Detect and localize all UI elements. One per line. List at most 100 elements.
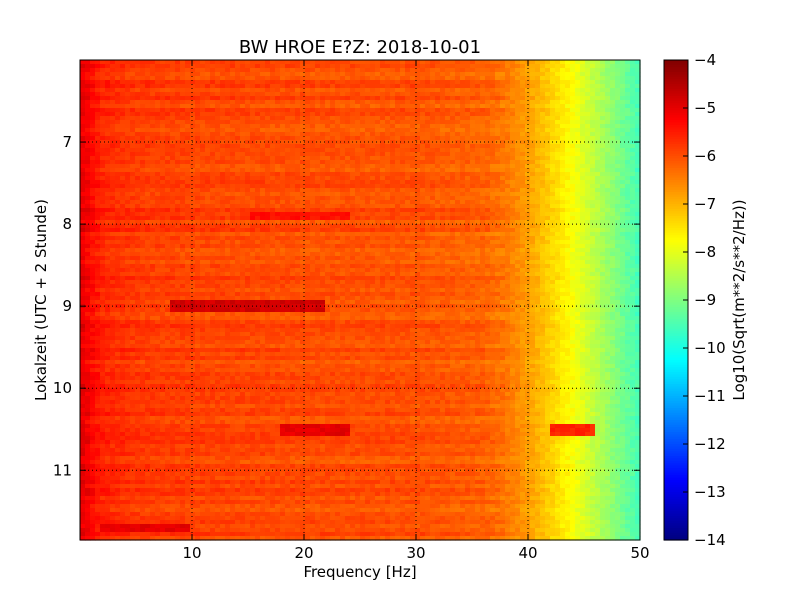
- spectrogram-cell: [410, 184, 416, 189]
- spectrogram-cell: [80, 96, 86, 101]
- spectrogram-cell: [460, 208, 466, 213]
- spectrogram-cell: [500, 216, 506, 221]
- spectrogram-cell: [460, 104, 466, 109]
- spectrogram-cell: [330, 196, 336, 201]
- spectrogram-cell: [605, 120, 611, 125]
- spectrogram-cell: [135, 124, 141, 129]
- spectrogram-cell: [215, 184, 221, 189]
- spectrogram-cell: [190, 176, 196, 181]
- spectrogram-cell: [500, 144, 506, 149]
- spectrogram-cell: [355, 164, 361, 169]
- spectrogram-cell: [490, 212, 496, 217]
- spectrogram-cell: [370, 104, 376, 109]
- spectrogram-cell: [625, 64, 631, 69]
- spectrogram-cell: [140, 176, 146, 181]
- spectrogram-cell: [240, 96, 246, 101]
- spectrogram-cell: [335, 232, 341, 237]
- spectrogram-cell: [150, 204, 156, 209]
- spectrogram-cell: [590, 104, 596, 109]
- spectrogram-cell: [250, 120, 256, 125]
- spectrogram-cell: [380, 216, 386, 221]
- spectrogram-cell: [230, 196, 236, 201]
- spectrogram-cell: [290, 100, 296, 105]
- spectrogram-cell: [260, 108, 266, 113]
- spectrogram-cell: [140, 168, 146, 173]
- spectrogram-cell: [135, 156, 141, 161]
- spectrogram-cell: [80, 156, 86, 161]
- spectrogram-cell: [325, 188, 331, 193]
- spectrogram-cell: [370, 84, 376, 89]
- spectrogram-cell: [610, 204, 616, 209]
- spectrogram-cell: [605, 156, 611, 161]
- spectrogram-cell: [530, 60, 536, 65]
- spectrogram-cell: [440, 156, 446, 161]
- spectrogram-cell: [255, 216, 261, 221]
- spectrogram-cell: [205, 68, 211, 73]
- spectrogram-cell: [115, 72, 121, 77]
- spectrogram-cell: [265, 216, 271, 221]
- spectrogram-cell: [435, 156, 441, 161]
- spectrogram-cell: [525, 160, 531, 165]
- spectrogram-cell: [610, 164, 616, 169]
- spectrogram-cell: [180, 88, 186, 93]
- spectrogram-cell: [150, 96, 156, 101]
- spectrogram-cell: [370, 168, 376, 173]
- spectrogram-cell: [360, 100, 366, 105]
- spectrogram-cell: [220, 224, 226, 229]
- spectrogram-cell: [385, 220, 391, 225]
- spectrogram-cell: [480, 120, 486, 125]
- spectrogram-cell: [195, 128, 201, 133]
- spectrogram-cell: [90, 72, 96, 77]
- spectrogram-cell: [240, 192, 246, 197]
- spectrogram-cell: [580, 116, 586, 121]
- spectrogram-cell: [490, 84, 496, 89]
- spectrogram-cell: [530, 148, 536, 153]
- spectrogram-cell: [475, 204, 481, 209]
- spectrogram-cell: [335, 192, 341, 197]
- spectrogram-cell: [470, 152, 476, 157]
- spectrogram-cell: [530, 96, 536, 101]
- spectrogram-cell: [255, 156, 261, 161]
- spectrogram-cell: [210, 64, 216, 69]
- spectrogram-cell: [630, 184, 636, 189]
- spectrogram-cell: [540, 216, 546, 221]
- spectrogram-cell: [195, 156, 201, 161]
- spectrogram-cell: [375, 152, 381, 157]
- spectrogram-cell: [190, 164, 196, 169]
- spectrogram-cell: [425, 208, 431, 213]
- spectrogram-cell: [315, 208, 321, 213]
- spectrogram-cell: [480, 124, 486, 129]
- spectrogram-cell: [400, 116, 406, 121]
- spectrogram-cell: [410, 112, 416, 117]
- spectrogram-cell: [515, 208, 521, 213]
- spectrogram-cell: [130, 188, 136, 193]
- spectrogram-cell: [410, 200, 416, 205]
- spectrogram-cell: [260, 228, 266, 233]
- spectrogram-cell: [555, 144, 561, 149]
- spectrogram-cell: [275, 136, 281, 141]
- spectrogram-cell: [215, 92, 221, 97]
- spectrogram-cell: [395, 232, 401, 237]
- spectrogram-cell: [620, 152, 626, 157]
- spectrogram-cell: [350, 220, 356, 225]
- spectrogram-cell: [620, 220, 626, 225]
- spectrogram-cell: [390, 204, 396, 209]
- spectrogram-cell: [580, 84, 586, 89]
- spectrogram-cell: [335, 128, 341, 133]
- spectrogram-cell: [550, 208, 556, 213]
- spectrogram-cell: [545, 136, 551, 141]
- spectrogram-cell: [400, 176, 406, 181]
- spectrogram-cell: [490, 208, 496, 213]
- spectrogram-cell: [100, 228, 106, 233]
- spectrogram-cell: [225, 148, 231, 153]
- spectrogram-cell: [370, 120, 376, 125]
- spectrogram-cell: [215, 180, 221, 185]
- spectrogram-cell: [90, 228, 96, 233]
- spectrogram-cell: [135, 128, 141, 133]
- spectrogram-cell: [520, 124, 526, 129]
- spectrogram-cell: [590, 204, 596, 209]
- spectrogram-cell: [190, 68, 196, 73]
- spectrogram-cell: [410, 80, 416, 85]
- spectrogram-cell: [120, 88, 126, 93]
- spectrogram-cell: [155, 204, 161, 209]
